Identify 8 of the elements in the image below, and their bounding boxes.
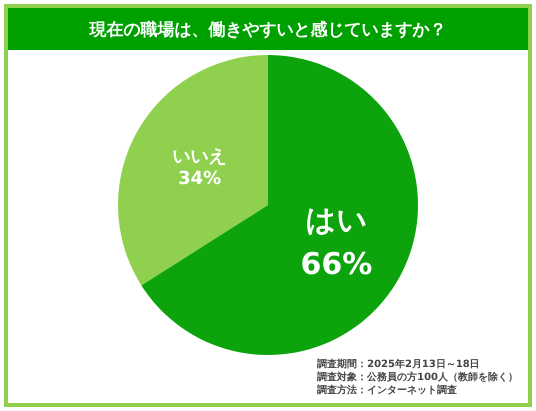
- data-label: 66%: [300, 247, 372, 282]
- data-label: 34%: [178, 168, 222, 189]
- slice-label: はい: [305, 203, 368, 238]
- text: 調査方法：インターネット調査: [317, 384, 458, 397]
- slice-label: いいえ: [172, 146, 227, 167]
- text: 調査対象：公務員の方100人（教師を除く）: [317, 371, 518, 384]
- chart-title: 現在の職場は、働きやすいと感じていますか？: [8, 8, 528, 50]
- text: 調査期間：2025年2月13日～18日: [317, 358, 481, 371]
